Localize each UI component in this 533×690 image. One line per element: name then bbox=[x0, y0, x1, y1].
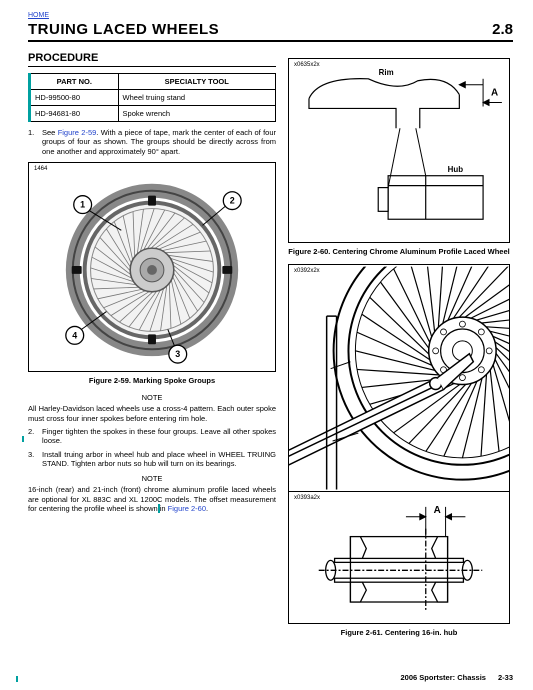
figure-link[interactable]: Figure 2-60 bbox=[168, 504, 206, 513]
figure-2-60: x0635x2x Rim A bbox=[288, 58, 510, 243]
svg-text:2: 2 bbox=[230, 196, 235, 206]
svg-text:1: 1 bbox=[80, 200, 85, 210]
footer: 2006 Sportster: Chassis2-33 bbox=[401, 673, 513, 682]
svg-text:Rim: Rim bbox=[379, 68, 394, 77]
figure-caption: Figure 2-59. Marking Spoke Groups bbox=[28, 376, 276, 385]
dimension-a: A bbox=[434, 505, 441, 516]
figure-code: x0393a2x bbox=[294, 495, 320, 501]
svg-text:4: 4 bbox=[72, 330, 77, 340]
note-text: All Harley-Davidson laced wheels use a c… bbox=[28, 404, 276, 423]
figure-code: 1464 bbox=[34, 166, 47, 172]
step-2: 2.Finger tighten the spokes in these fou… bbox=[28, 427, 276, 446]
procedure-heading: PROCEDURE bbox=[28, 52, 276, 67]
table-cell: HD-99500-80 bbox=[30, 90, 119, 106]
home-link[interactable]: HOME bbox=[28, 12, 49, 19]
step-3: 3.Install truing arbor in wheel hub and … bbox=[28, 450, 276, 469]
table-cell: Wheel truing stand bbox=[118, 90, 275, 106]
figure-2-61: x0392x2x bbox=[288, 264, 510, 624]
section-number: 2.8 bbox=[492, 21, 513, 38]
change-bar bbox=[16, 676, 18, 682]
figure-link[interactable]: Figure 2-59 bbox=[58, 128, 97, 137]
table-header: PART NO. bbox=[30, 74, 119, 90]
svg-text:Hub: Hub bbox=[448, 165, 464, 174]
table-cell: HD-94681-80 bbox=[30, 106, 119, 122]
note-text: 16-inch (rear) and 21-inch (front) chrom… bbox=[28, 485, 276, 513]
step-1: 1. See Figure 2-59. With a piece of tape… bbox=[28, 128, 276, 156]
parts-table: PART NO. SPECIALTY TOOL HD-99500-80 Whee… bbox=[28, 73, 276, 122]
note-label: NOTE bbox=[28, 474, 276, 483]
note-label: NOTE bbox=[28, 393, 276, 402]
svg-text:3: 3 bbox=[175, 349, 180, 359]
figure-2-59: 1464 bbox=[28, 162, 276, 372]
page-title: TRUING LACED WHEELS bbox=[28, 21, 219, 38]
figure-caption: Figure 2-60. Centering Chrome Aluminum P… bbox=[288, 247, 510, 256]
figure-code: x0635x2x bbox=[294, 62, 320, 68]
figure-caption: Figure 2-61. Centering 16-in. hub bbox=[288, 628, 510, 637]
table-cell: Spoke wrench bbox=[118, 106, 275, 122]
table-header: SPECIALTY TOOL bbox=[118, 74, 275, 90]
figure-code: x0392x2x bbox=[294, 268, 320, 274]
svg-text:A: A bbox=[491, 88, 498, 99]
